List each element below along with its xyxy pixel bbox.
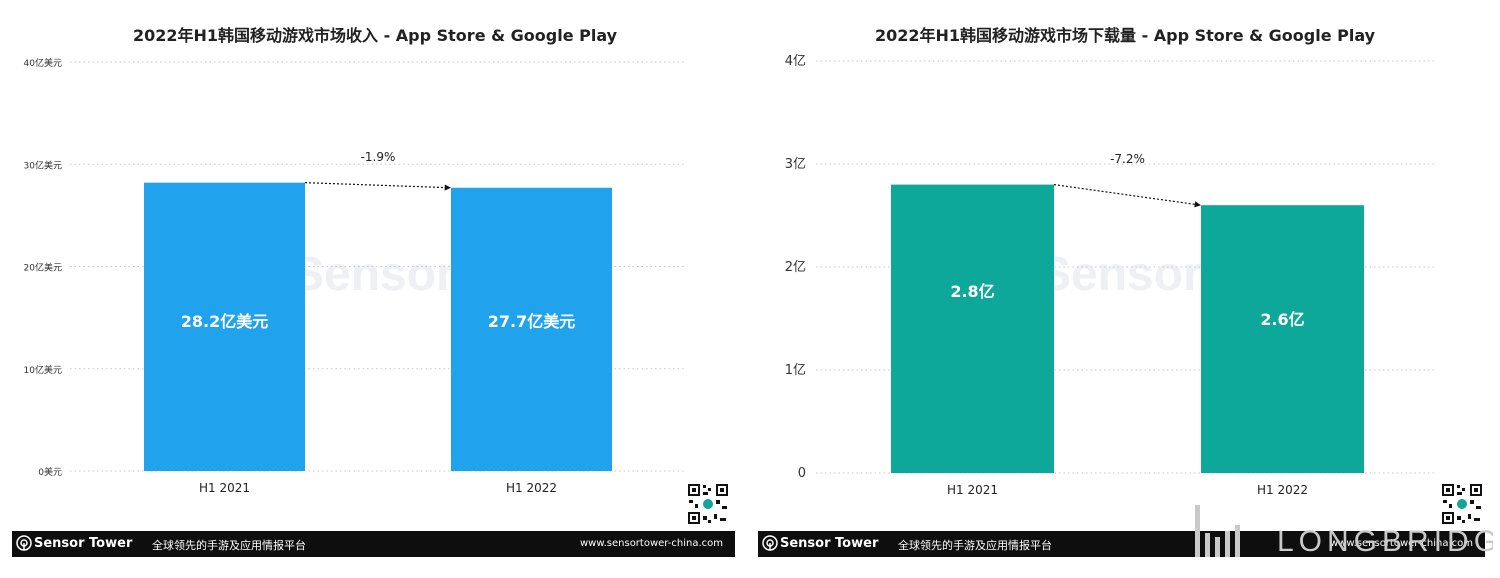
revenue-chart-panel: 2022年H1韩国移动游戏市场收入 - App Store & Google P… bbox=[12, 26, 735, 557]
y-tick-label: 20亿美元 bbox=[24, 262, 62, 274]
longbridge-logo-icon: LONGBRIDGE bbox=[1195, 505, 1493, 557]
downloads-chart-panel: 2022年H1韩国移动游戏市场下载量 - App Store & Google … bbox=[750, 0, 1500, 578]
change-arrow-line bbox=[1053, 184, 1196, 205]
footer-url[interactable]: www.sensortower-china.com bbox=[579, 538, 723, 549]
change-label: -7.2% bbox=[1110, 152, 1145, 166]
bar-value-label: 27.7亿美元 bbox=[488, 312, 575, 331]
x-tick-label: H1 2022 bbox=[1257, 483, 1308, 497]
revenue-chart: SensorTower0美元10亿美元20亿美元30亿美元40亿美元28.2亿美… bbox=[24, 57, 686, 495]
footer-brand: Sensor Tower bbox=[780, 536, 879, 551]
footer-slogan: 全球领先的手游及应用情报平台 bbox=[152, 539, 306, 552]
change-label: -1.9% bbox=[361, 150, 396, 164]
x-tick-label: H1 2022 bbox=[506, 481, 557, 495]
y-tick-label: 0 bbox=[798, 466, 806, 481]
change-arrow-head bbox=[444, 184, 451, 191]
bar-h1-2022 bbox=[1201, 205, 1364, 473]
y-tick-label: 3亿 bbox=[785, 157, 806, 172]
y-tick-label: 4亿 bbox=[785, 54, 806, 69]
footer-url[interactable]: www.sensortower-china.com bbox=[1329, 538, 1473, 549]
bar-value-label: 2.6亿 bbox=[1260, 310, 1304, 329]
x-tick-label: H1 2021 bbox=[947, 483, 998, 497]
sensortower-logo-icon bbox=[762, 535, 778, 551]
change-arrow-head bbox=[1194, 201, 1201, 208]
footer-slogan: 全球领先的手游及应用情报平台 bbox=[898, 539, 1052, 552]
bar-value-label: 28.2亿美元 bbox=[181, 312, 268, 331]
footer-bar: Sensor Tower 全球领先的手游及应用情报平台 www.sensorto… bbox=[12, 531, 735, 557]
chart-title: 2022年H1韩国移动游戏市场下载量 - App Store & Google … bbox=[874, 26, 1376, 45]
bar-h1-2021 bbox=[144, 182, 305, 471]
y-tick-label: 2亿 bbox=[785, 260, 806, 275]
y-tick-label: 30亿美元 bbox=[24, 159, 62, 171]
qr-code-icon bbox=[1440, 482, 1484, 526]
bar-value-label: 2.8亿 bbox=[950, 282, 994, 301]
y-tick-label: 40亿美元 bbox=[24, 57, 62, 69]
change-arrow-line bbox=[304, 182, 446, 189]
bar-h1-2022 bbox=[451, 187, 612, 471]
y-tick-label: 10亿美元 bbox=[24, 364, 62, 376]
qr-code-icon bbox=[686, 482, 730, 526]
bar-h1-2021 bbox=[891, 184, 1054, 473]
y-tick-label: 1亿 bbox=[785, 363, 806, 378]
x-tick-label: H1 2021 bbox=[199, 481, 250, 495]
chart-title: 2022年H1韩国移动游戏市场收入 - App Store & Google P… bbox=[132, 26, 618, 45]
corner-logo-text: LONGBRIDGE bbox=[1277, 525, 1493, 557]
y-tick-label: 0美元 bbox=[38, 466, 62, 478]
sensortower-logo-icon bbox=[16, 535, 32, 551]
footer-brand: Sensor Tower bbox=[34, 536, 133, 551]
footer-bar: Sensor Tower 全球领先的手游及应用情报平台 www.sensorto… bbox=[758, 531, 1485, 557]
